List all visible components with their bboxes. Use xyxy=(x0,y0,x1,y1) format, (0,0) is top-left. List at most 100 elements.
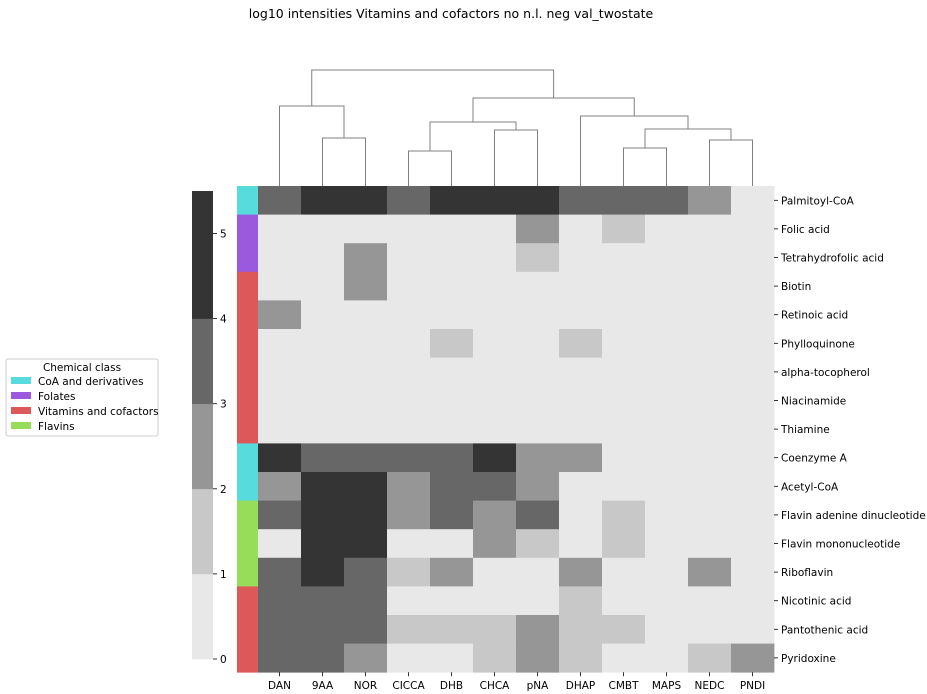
colorbar: 0 1 2 3 4 5 xyxy=(192,191,227,666)
heatmap-cell xyxy=(645,443,689,473)
column-label-cicca: CICCA xyxy=(392,680,425,692)
row-class-marker xyxy=(237,615,258,644)
heatmap-cell xyxy=(731,386,775,416)
heatmap-cell xyxy=(516,500,560,530)
heatmap-cell xyxy=(473,329,517,358)
heatmap-cell xyxy=(473,214,517,244)
heatmap-cell xyxy=(387,271,431,301)
row-class-marker xyxy=(237,586,258,616)
heatmap-cell xyxy=(688,557,732,587)
heatmap-cell xyxy=(258,300,302,330)
heatmap-cell xyxy=(645,214,689,244)
column-label-nor: NOR xyxy=(354,680,377,692)
heatmap-cell xyxy=(258,443,302,473)
heatmap-cell xyxy=(688,243,732,273)
heatmap-cell xyxy=(559,472,603,501)
heatmap-cell xyxy=(602,500,646,530)
heatmap-cell xyxy=(645,500,689,530)
colorbar-segment xyxy=(192,573,213,660)
heatmap-cell xyxy=(731,586,775,616)
heatmap-cell xyxy=(516,615,560,644)
heatmap-cell xyxy=(688,300,732,330)
heatmap-cell xyxy=(344,271,388,301)
heatmap-cell xyxy=(688,586,732,616)
heatmap-cell xyxy=(559,271,603,301)
heatmap-cell xyxy=(301,443,345,473)
heatmap-cell xyxy=(645,329,689,358)
heatmap-cell xyxy=(344,214,388,244)
legend-swatch-coa-and-derivatives xyxy=(11,377,31,384)
heatmap-cell xyxy=(731,643,775,673)
heatmap-cell xyxy=(430,357,474,387)
heatmap-cell xyxy=(602,186,646,215)
heatmap-cell xyxy=(473,386,517,416)
dendrogram-link xyxy=(311,69,555,106)
heatmap-cell xyxy=(258,214,302,244)
legend-swatch-flavins xyxy=(11,422,31,429)
column-label-maps: MAPS xyxy=(652,680,682,692)
heatmap-cell xyxy=(645,472,689,501)
heatmap-cell xyxy=(430,386,474,416)
heatmap-cell xyxy=(387,214,431,244)
heatmap-cell xyxy=(645,243,689,273)
heatmap-cell xyxy=(344,300,388,330)
column-label-dhb: DHB xyxy=(440,680,463,692)
heatmap-cell xyxy=(602,615,646,644)
heatmap-cell xyxy=(387,357,431,387)
heatmap-cell xyxy=(688,329,732,358)
dendrogram-link xyxy=(580,115,689,186)
heatmap-cell xyxy=(688,186,732,215)
heatmap-cell xyxy=(344,500,388,530)
heatmap-cell xyxy=(688,357,732,387)
heatmap-cell xyxy=(430,500,474,530)
heatmap-cell xyxy=(301,243,345,273)
heatmap-cell xyxy=(645,271,689,301)
heatmap-cell xyxy=(645,615,689,644)
heatmap-cell xyxy=(559,443,603,473)
row-label-folic-acid: Folic acid xyxy=(781,224,830,236)
heatmap-cell xyxy=(688,386,732,416)
heatmap-cell xyxy=(301,414,345,444)
heatmap-cell xyxy=(731,500,775,530)
heatmap-cell xyxy=(602,214,646,244)
heatmap-cell xyxy=(301,357,345,387)
heatmap-cell xyxy=(731,529,775,559)
heatmap-cell xyxy=(602,414,646,444)
dendrogram-link xyxy=(709,139,753,186)
heatmap-cell xyxy=(387,300,431,330)
heatmap-cell xyxy=(344,443,388,473)
heatmap-cell xyxy=(258,557,302,587)
heatmap-cell xyxy=(258,243,302,273)
heatmap-cell xyxy=(559,586,603,616)
heatmap-cell xyxy=(731,271,775,301)
legend-frame xyxy=(5,358,159,437)
dendrogram-link xyxy=(322,137,366,186)
heatmap-cell xyxy=(516,443,560,473)
heatmap-cell xyxy=(559,300,603,330)
heatmap-cell xyxy=(688,529,732,559)
row-label-coenzyme-a: Coenzyme A xyxy=(781,453,848,465)
heatmap-cell xyxy=(301,472,345,501)
heatmap-cell xyxy=(473,414,517,444)
heatmap-cell xyxy=(387,643,431,673)
heatmap-cell xyxy=(559,615,603,644)
row-class-marker xyxy=(237,472,258,501)
heatmap-cell xyxy=(559,214,603,244)
column-label-pndi: PNDI xyxy=(740,680,765,692)
heatmap-cell xyxy=(430,329,474,358)
heatmap-cell xyxy=(301,500,345,530)
heatmap-cell xyxy=(602,271,646,301)
heatmap-cell xyxy=(473,243,517,273)
colorbar-segment xyxy=(192,191,213,319)
colorbar-tick-label: 3 xyxy=(220,399,227,411)
heatmap-cell xyxy=(430,300,474,330)
row-label-biotin: Biotin xyxy=(781,281,811,293)
row-label-niacinamide: Niacinamide xyxy=(781,396,846,408)
heatmap-cell xyxy=(602,557,646,587)
row-label-nicotinic-acid: Nicotinic acid xyxy=(781,596,851,608)
legend-label-folates: Folates xyxy=(38,391,76,403)
heatmap-cell xyxy=(516,472,560,501)
heatmap-cell xyxy=(473,643,517,673)
heatmap-cell xyxy=(258,500,302,530)
